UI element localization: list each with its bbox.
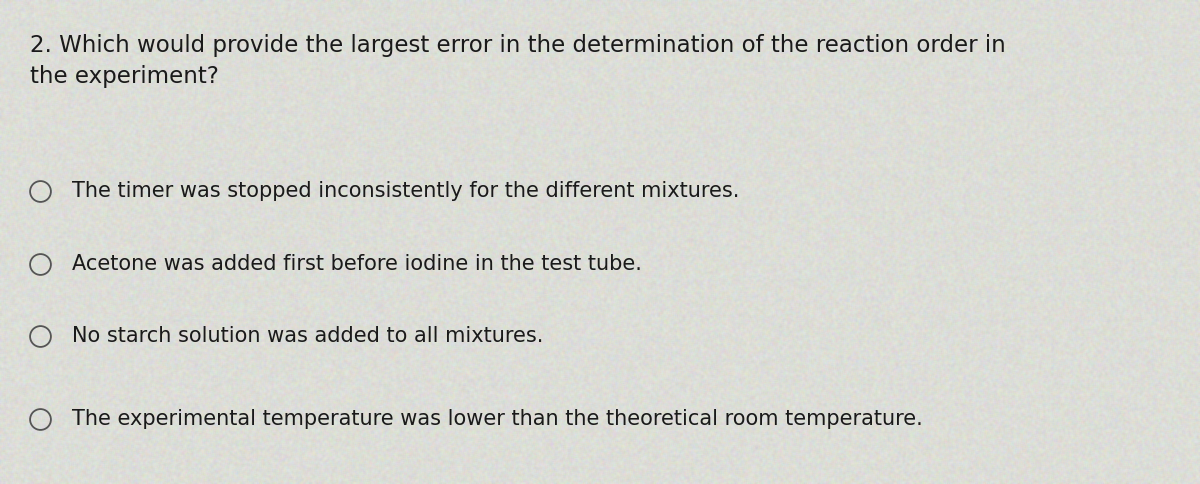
Text: No starch solution was added to all mixtures.: No starch solution was added to all mixt…	[72, 326, 544, 347]
Text: The timer was stopped inconsistently for the different mixtures.: The timer was stopped inconsistently for…	[72, 181, 739, 201]
Text: 2. Which would provide the largest error in the determination of the reaction or: 2. Which would provide the largest error…	[30, 34, 1006, 88]
Text: The experimental temperature was lower than the theoretical room temperature.: The experimental temperature was lower t…	[72, 408, 923, 429]
Text: Acetone was added first before iodine in the test tube.: Acetone was added first before iodine in…	[72, 254, 642, 274]
